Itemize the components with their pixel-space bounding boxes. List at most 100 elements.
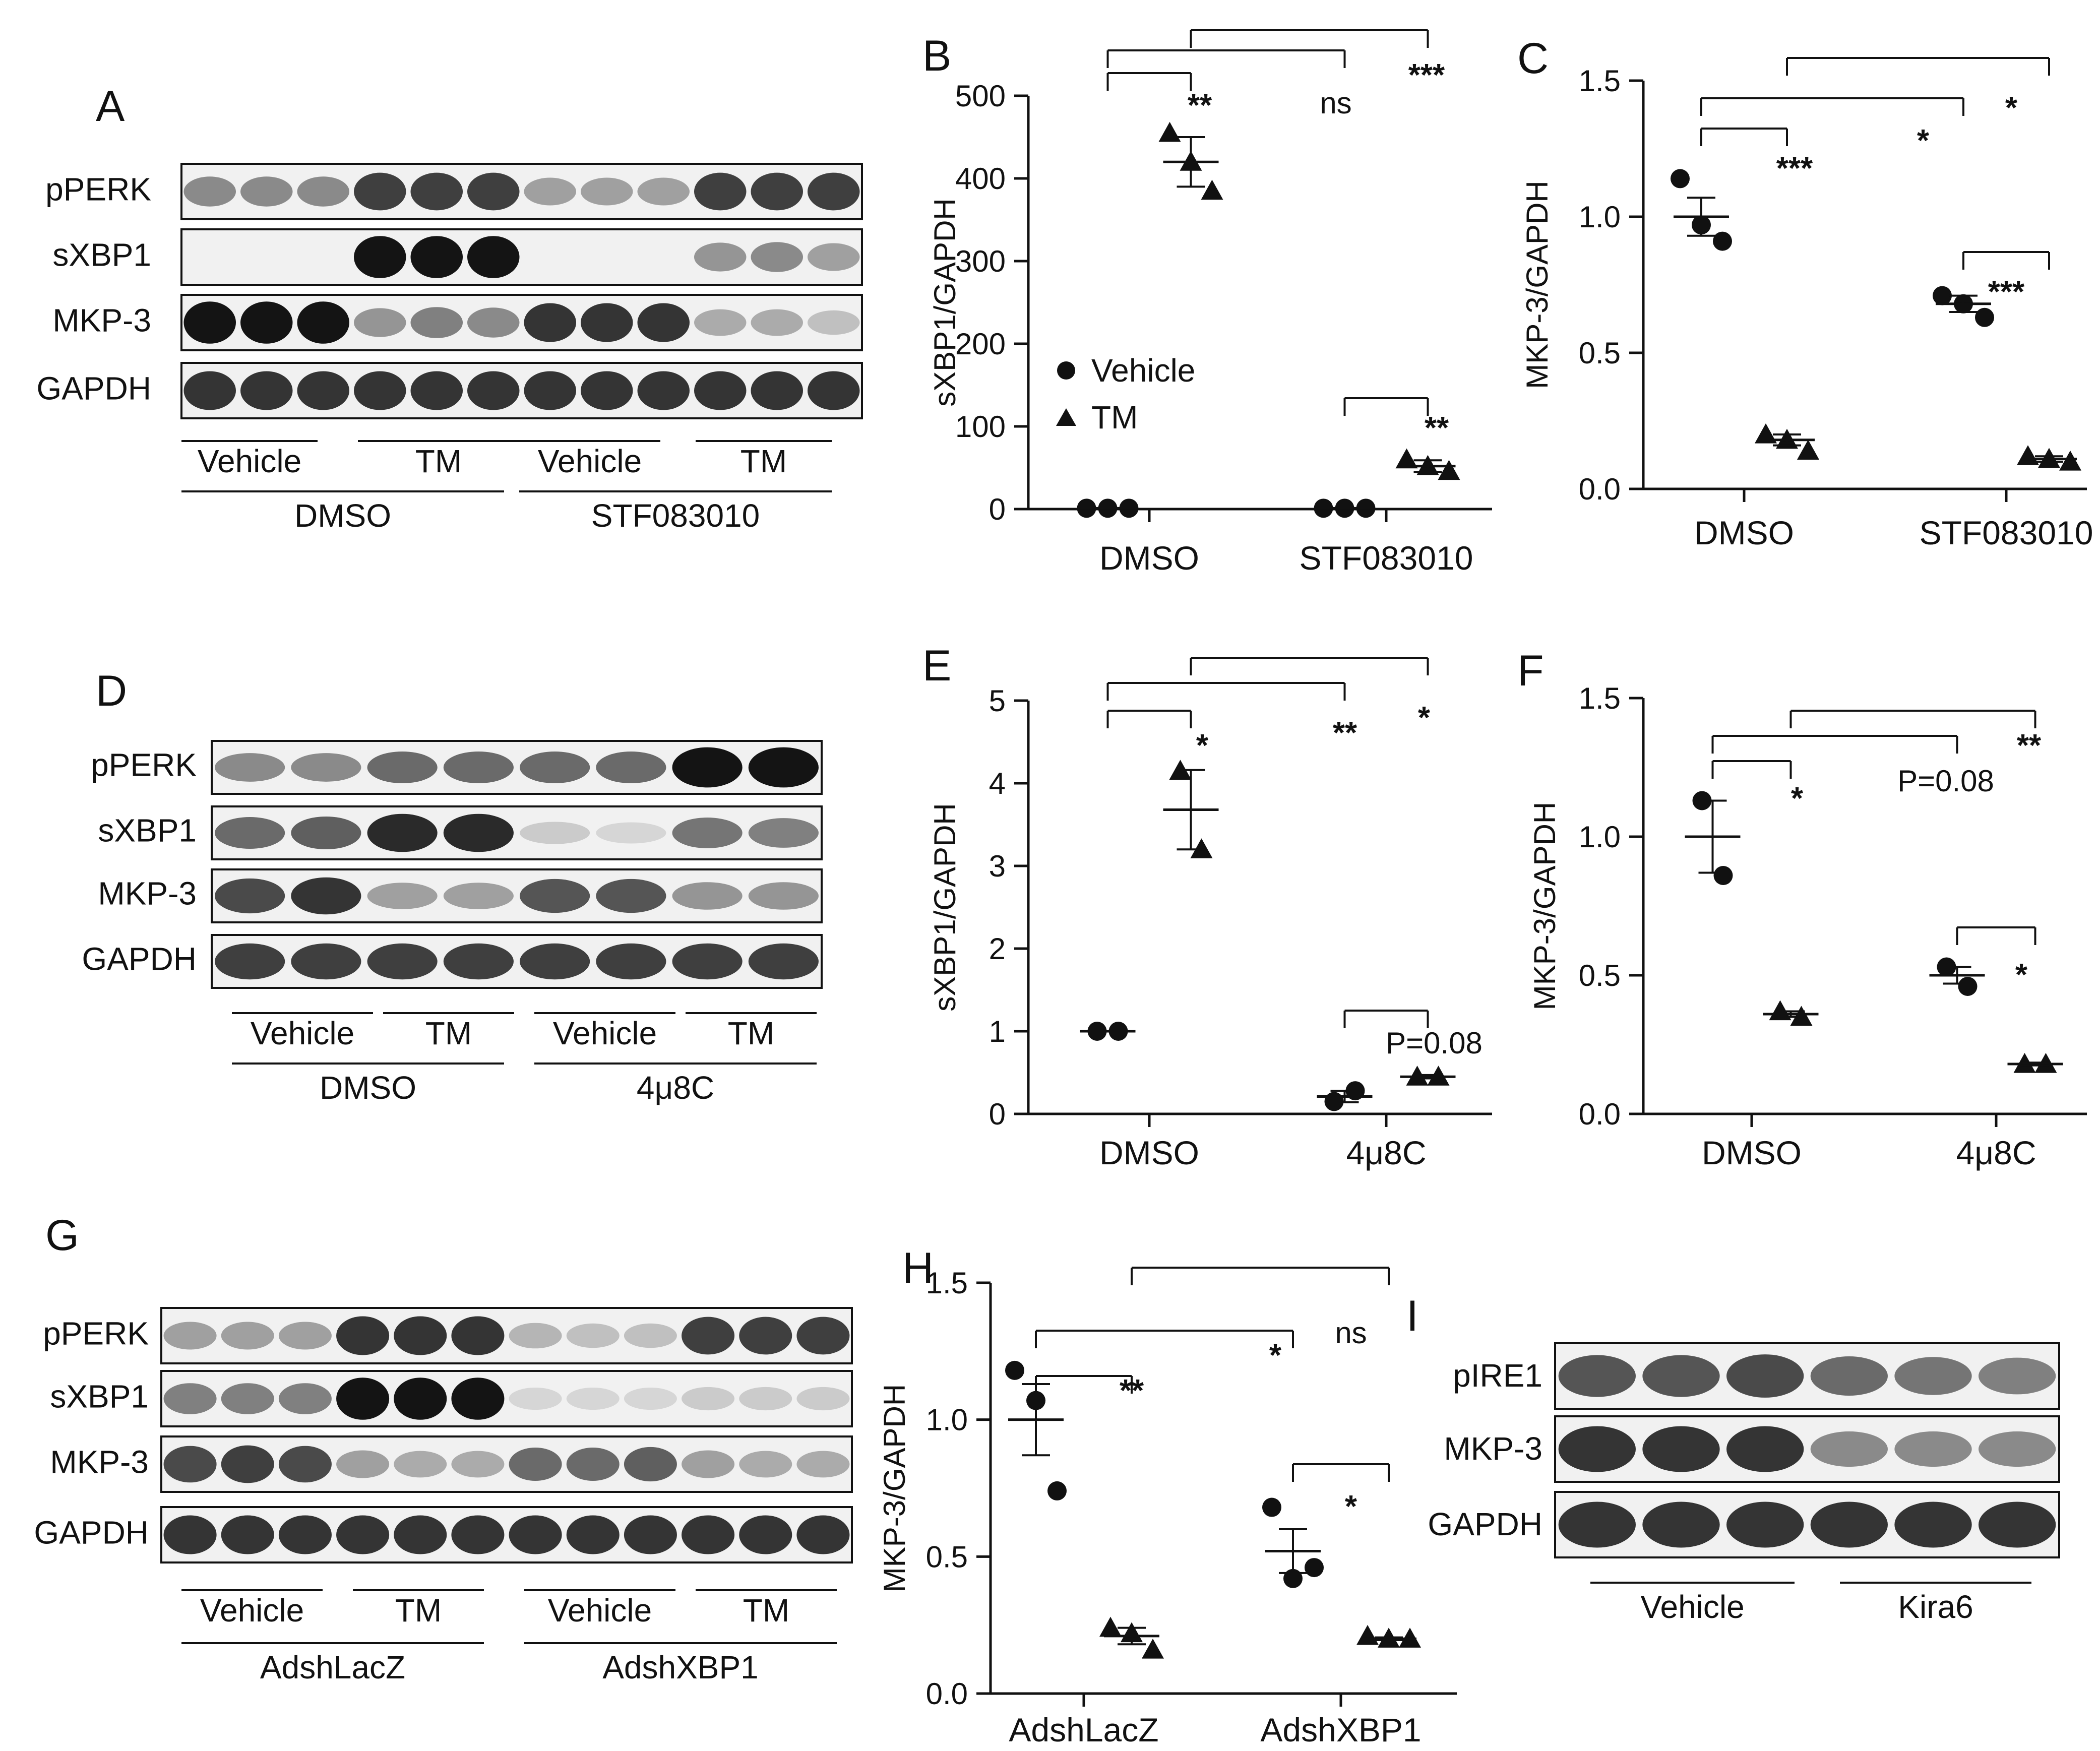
blot-band [297,176,349,207]
blot-band [394,1515,447,1554]
blot-band [354,236,406,278]
blot-band [443,883,514,909]
blot-row-label: MKP-3 [50,1444,149,1480]
significance-label: ** [2017,728,2042,763]
blot-strip [1554,1491,2060,1558]
blot-band [624,1323,677,1348]
blot-strip [180,362,863,419]
y-tick-label: 5 [989,684,1006,718]
group-label: STF083010 [591,497,760,534]
blot-band [443,752,514,783]
treatment-label: TM [728,1015,774,1051]
blot-band [566,1323,620,1348]
blot-band [467,371,520,410]
blot-band [1558,1355,1636,1397]
y-tick-label: 100 [955,410,1006,444]
panel-letter-f: F [1517,647,1544,695]
blot-band [672,747,743,788]
blot-band [367,814,438,852]
group-label: DMSO [294,497,391,534]
blot-band [367,752,438,783]
blot-band [215,817,285,849]
legend-label: TM [1091,399,1138,435]
blot-band [751,172,803,211]
significance-label: * [1196,728,1209,763]
chart-panel-b: B 0 100 200 300 400 500 sXBP1/GAPDH DMSO STF08301… [922,29,1492,577]
blot-band [297,371,349,410]
significance-label: * [1269,1338,1282,1373]
blot-band [1642,1426,1720,1472]
data-point-circle [1933,286,1952,305]
group-label: Kira6 [1898,1589,1973,1625]
blot-band [1894,1431,1972,1467]
blot-band [1979,1431,2056,1467]
blot-band [509,1388,562,1410]
blot-band [410,236,463,278]
blot-band [1894,1502,1972,1548]
blot-band [443,814,514,852]
treatment-label: Vehicle [538,443,642,479]
blot-band [637,303,690,342]
blot-band [163,1322,217,1350]
blot-band [808,243,860,271]
y-tick-label: 0.0 [1579,1097,1621,1131]
blot-band [221,1383,274,1414]
blot-band [796,1317,850,1355]
data-point-triangle [2059,451,2081,471]
blot-row-label: MKP-3 [1444,1430,1542,1467]
blot-band [221,1445,274,1483]
legend: Vehicle TM [1056,352,1195,435]
blot-band [566,1515,620,1554]
data-point-triangle [1099,1616,1122,1637]
blot-band [1558,1502,1636,1548]
blot-band [682,1317,735,1355]
blot-band [596,943,666,980]
blot-band [163,1446,217,1483]
blot-band [240,176,293,207]
data-point-circle [1713,866,1733,885]
significance-label: * [1917,123,1930,158]
blot-band [278,1446,332,1483]
significance-label: *** [1988,275,2025,309]
y-tick-label: 0.5 [926,1540,968,1574]
blot-band [336,1450,390,1478]
blot-strip [160,1435,853,1493]
panel-letter-h: H [902,1244,934,1292]
panel-letter-a: A [96,82,125,131]
blot-band [1642,1502,1720,1548]
data-point-circle [1958,977,1978,996]
data-point-triangle [1790,1006,1813,1026]
y-tick-label: 2 [989,932,1006,966]
blot-band [221,1322,274,1350]
legend-marker-triangle [1056,408,1076,426]
x-category-label: STF083010 [1300,539,1473,577]
blot-band [624,1388,677,1410]
blot-band [796,1515,850,1554]
x-category-label: DMSO [1099,539,1199,577]
blot-band [1642,1355,1720,1397]
group-label: 4μ8C [637,1070,714,1106]
panel-letter-d: D [96,667,127,715]
blot-band [278,1322,332,1350]
blot-band [739,1515,792,1554]
y-tick-label: 400 [955,162,1006,196]
treatment-label: TM [740,443,787,479]
blot-strip [160,1307,853,1364]
blot-row-label: MKP-3 [98,875,197,911]
blot-band [467,307,520,338]
blot-band [694,172,747,211]
blot-band [566,1448,620,1481]
blot-band [291,943,361,980]
blot-band [467,236,520,278]
y-tick-label: 0.5 [1579,959,1621,992]
blot-band [520,943,590,980]
data-point-circle [1262,1497,1281,1517]
blot-band [1810,1431,1888,1467]
data-point-circle [1671,169,1690,189]
significance-label: P=0.08 [1386,1026,1483,1060]
treatment-label: TM [743,1592,789,1629]
blot-band [1810,1502,1888,1548]
